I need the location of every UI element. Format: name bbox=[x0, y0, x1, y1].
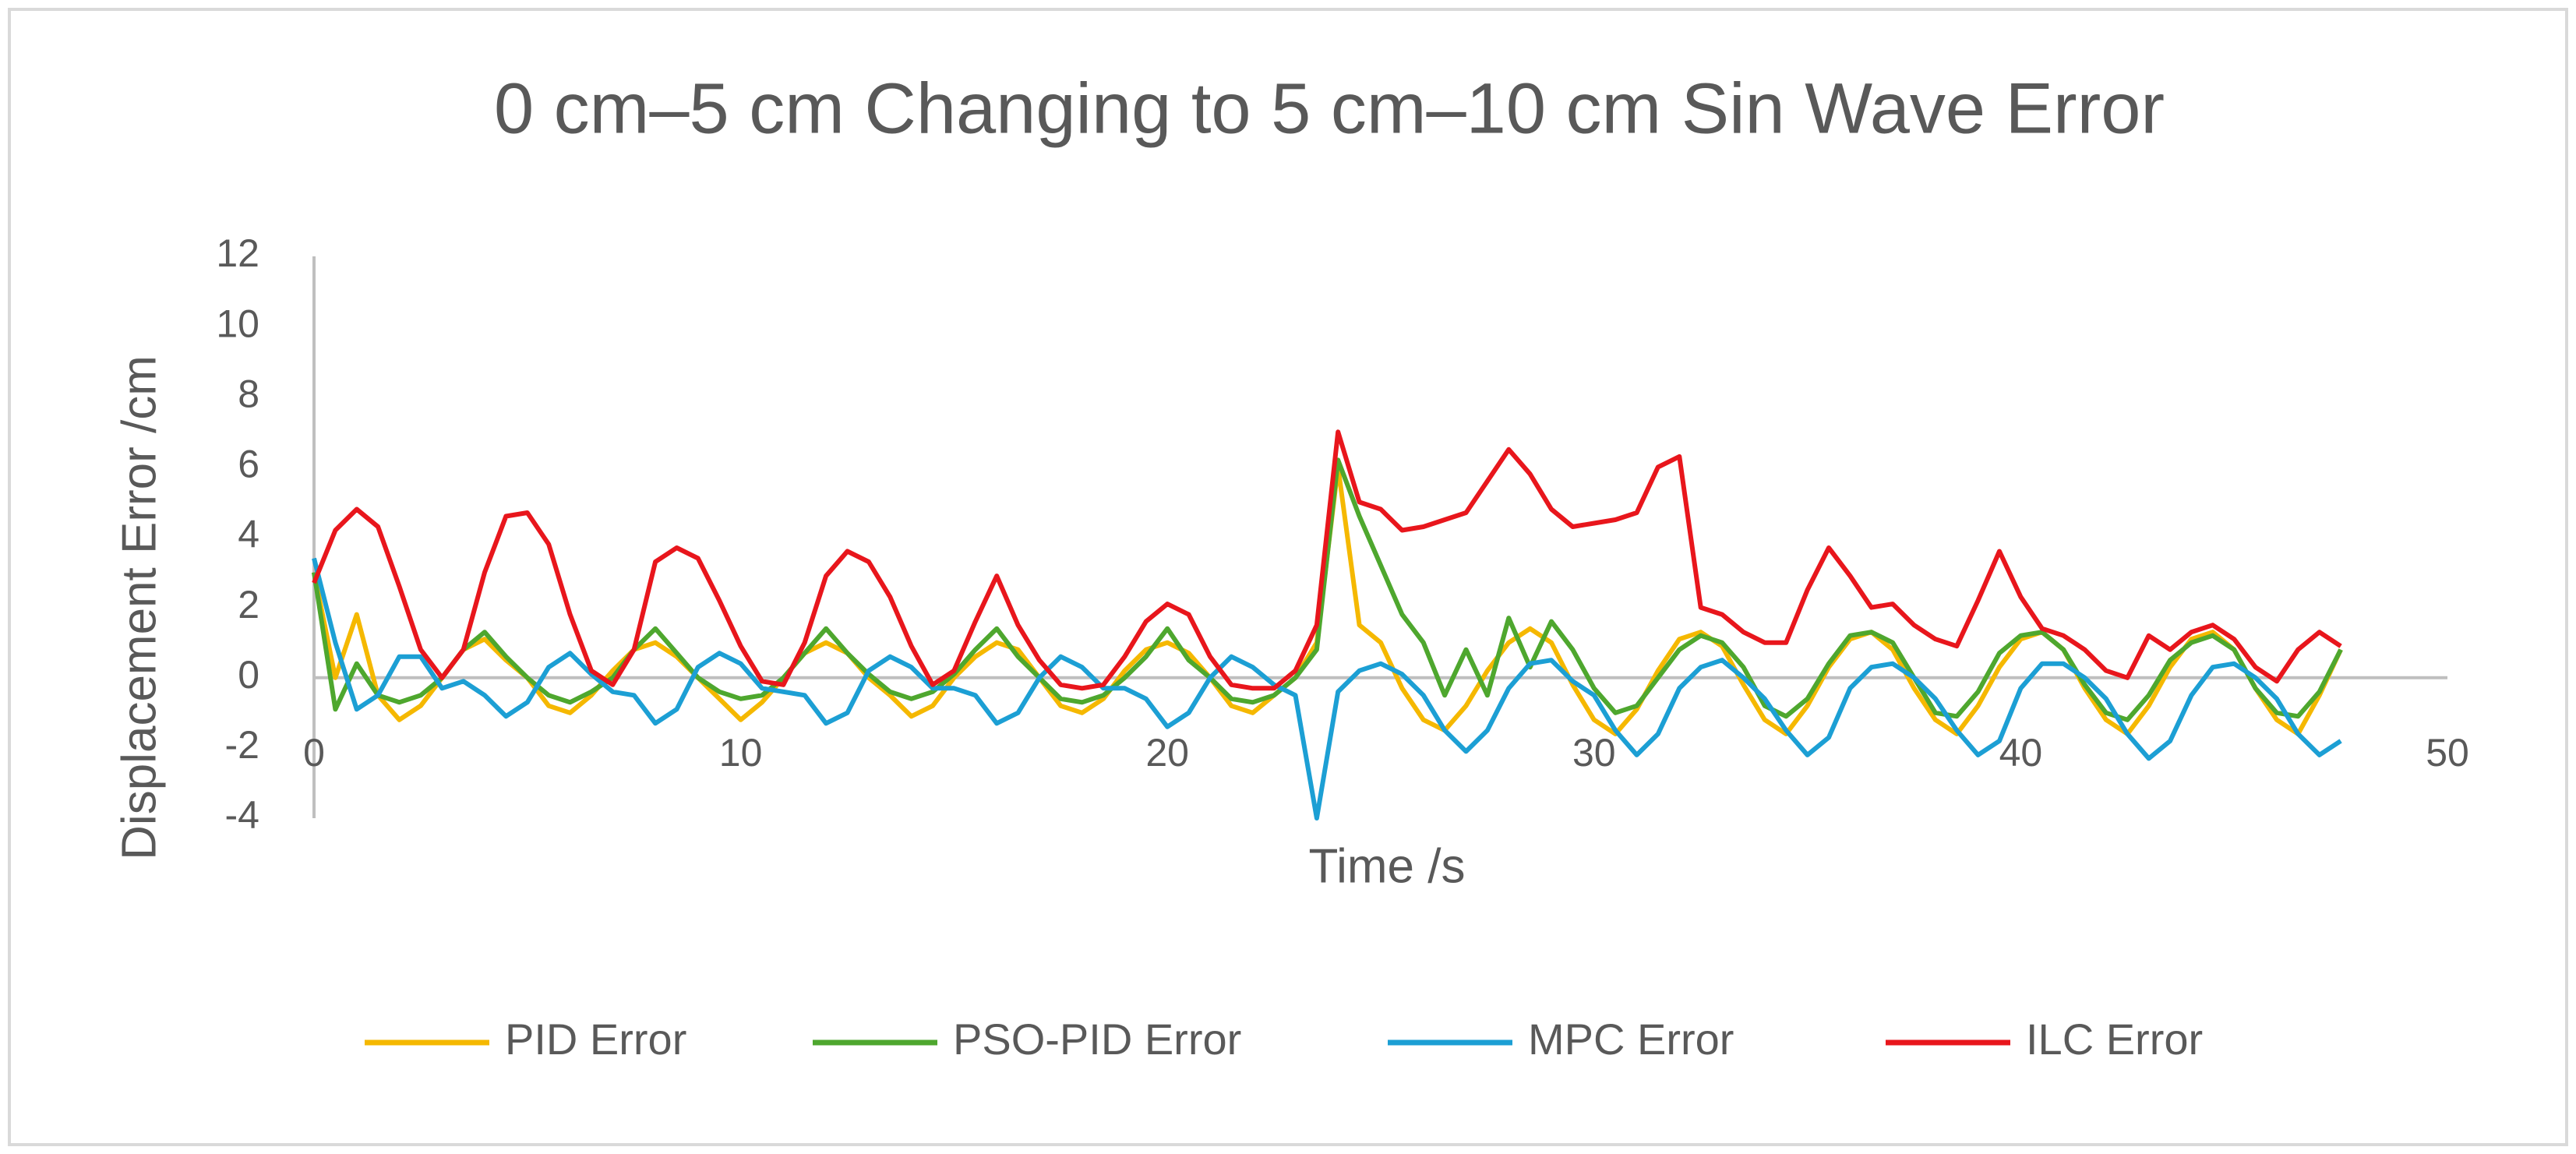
series-line bbox=[312, 457, 2343, 722]
series-line bbox=[312, 429, 2342, 691]
y-tick-label: 6 bbox=[238, 443, 259, 486]
y-tick-label: -4 bbox=[225, 793, 259, 837]
x-axis-label: Time /s bbox=[1309, 839, 1466, 893]
x-tick-label: 50 bbox=[2426, 731, 2469, 775]
y-axis-label: Displacement Error /cm bbox=[112, 355, 166, 860]
series-line bbox=[312, 557, 2342, 821]
x-tick-label: 20 bbox=[1145, 731, 1189, 775]
legend-label: PID Error bbox=[505, 1015, 686, 1064]
legend-label: PSO-PID Error bbox=[953, 1015, 1241, 1064]
y-tick-label: 10 bbox=[216, 302, 259, 345]
y-tick-label: -2 bbox=[225, 723, 259, 767]
y-tick-label: 12 bbox=[216, 231, 259, 275]
y-tick-label: 8 bbox=[238, 372, 259, 415]
chart-border bbox=[8, 8, 2568, 1146]
x-tick-label: 10 bbox=[719, 731, 763, 775]
y-tick-label: 2 bbox=[238, 583, 259, 626]
legend-label: ILC Error bbox=[2026, 1015, 2203, 1064]
x-tick-label: 0 bbox=[303, 731, 325, 775]
legend-label: MPC Error bbox=[1528, 1015, 1734, 1064]
y-tick-label: 4 bbox=[238, 513, 259, 556]
x-tick-label: 40 bbox=[1999, 731, 2043, 775]
chart-title: 0 cm–5 cm Changing to 5 cm–10 cm Sin Wav… bbox=[494, 69, 2165, 148]
x-tick-label: 30 bbox=[1572, 731, 1616, 775]
y-tick-label: 0 bbox=[238, 653, 259, 697]
